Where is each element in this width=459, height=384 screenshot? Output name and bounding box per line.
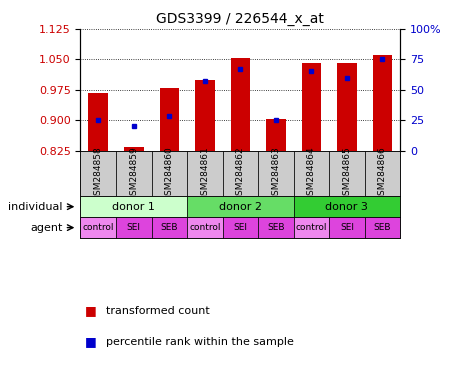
Bar [124,147,143,151]
Bar [88,93,108,151]
Text: GSM284859: GSM284859 [129,146,138,201]
Text: SEB: SEB [160,223,178,232]
Bar [187,217,222,238]
Bar [364,217,399,238]
Bar [336,63,356,151]
Bar [159,88,179,151]
Text: GSM284864: GSM284864 [306,146,315,201]
Bar [364,151,399,196]
Text: SEB: SEB [267,223,284,232]
Text: SEI: SEI [127,223,140,232]
Text: donor 2: donor 2 [218,202,261,212]
Bar [187,151,222,196]
Bar [195,79,214,151]
Text: SEI: SEI [339,223,353,232]
Bar [222,151,257,196]
Bar [301,63,320,151]
Text: GSM284863: GSM284863 [271,146,280,201]
Title: GDS3399 / 226544_x_at: GDS3399 / 226544_x_at [156,12,324,26]
Bar [329,151,364,196]
Text: agent: agent [30,223,63,233]
Bar [116,217,151,238]
Bar [116,151,151,196]
Text: ■: ■ [85,335,97,348]
Bar [80,196,187,217]
Bar [293,196,399,217]
Text: transformed count: transformed count [106,306,209,316]
Bar [80,217,116,238]
Text: GSM284860: GSM284860 [164,146,174,201]
Bar [372,55,392,151]
Text: GSM284866: GSM284866 [377,146,386,201]
Text: donor 1: donor 1 [112,202,155,212]
Text: individual: individual [8,202,63,212]
Text: control: control [82,223,114,232]
Bar [329,217,364,238]
Text: GSM284861: GSM284861 [200,146,209,201]
Text: SEI: SEI [233,223,247,232]
Bar [293,151,329,196]
Bar [257,151,293,196]
Text: GSM284862: GSM284862 [235,146,244,201]
Bar [151,217,187,238]
Text: control: control [189,223,220,232]
Text: GSM284858: GSM284858 [94,146,102,201]
Bar [151,151,187,196]
Text: percentile rank within the sample: percentile rank within the sample [106,337,293,347]
Bar [222,217,257,238]
Bar [187,196,293,217]
Text: ■: ■ [85,305,97,318]
Bar [265,119,285,151]
Text: control: control [295,223,326,232]
Text: GSM284865: GSM284865 [341,146,351,201]
Bar [293,217,329,238]
Text: SEB: SEB [373,223,390,232]
Bar [257,217,293,238]
Bar [230,58,250,151]
Text: donor 3: donor 3 [325,202,368,212]
Bar [80,151,116,196]
